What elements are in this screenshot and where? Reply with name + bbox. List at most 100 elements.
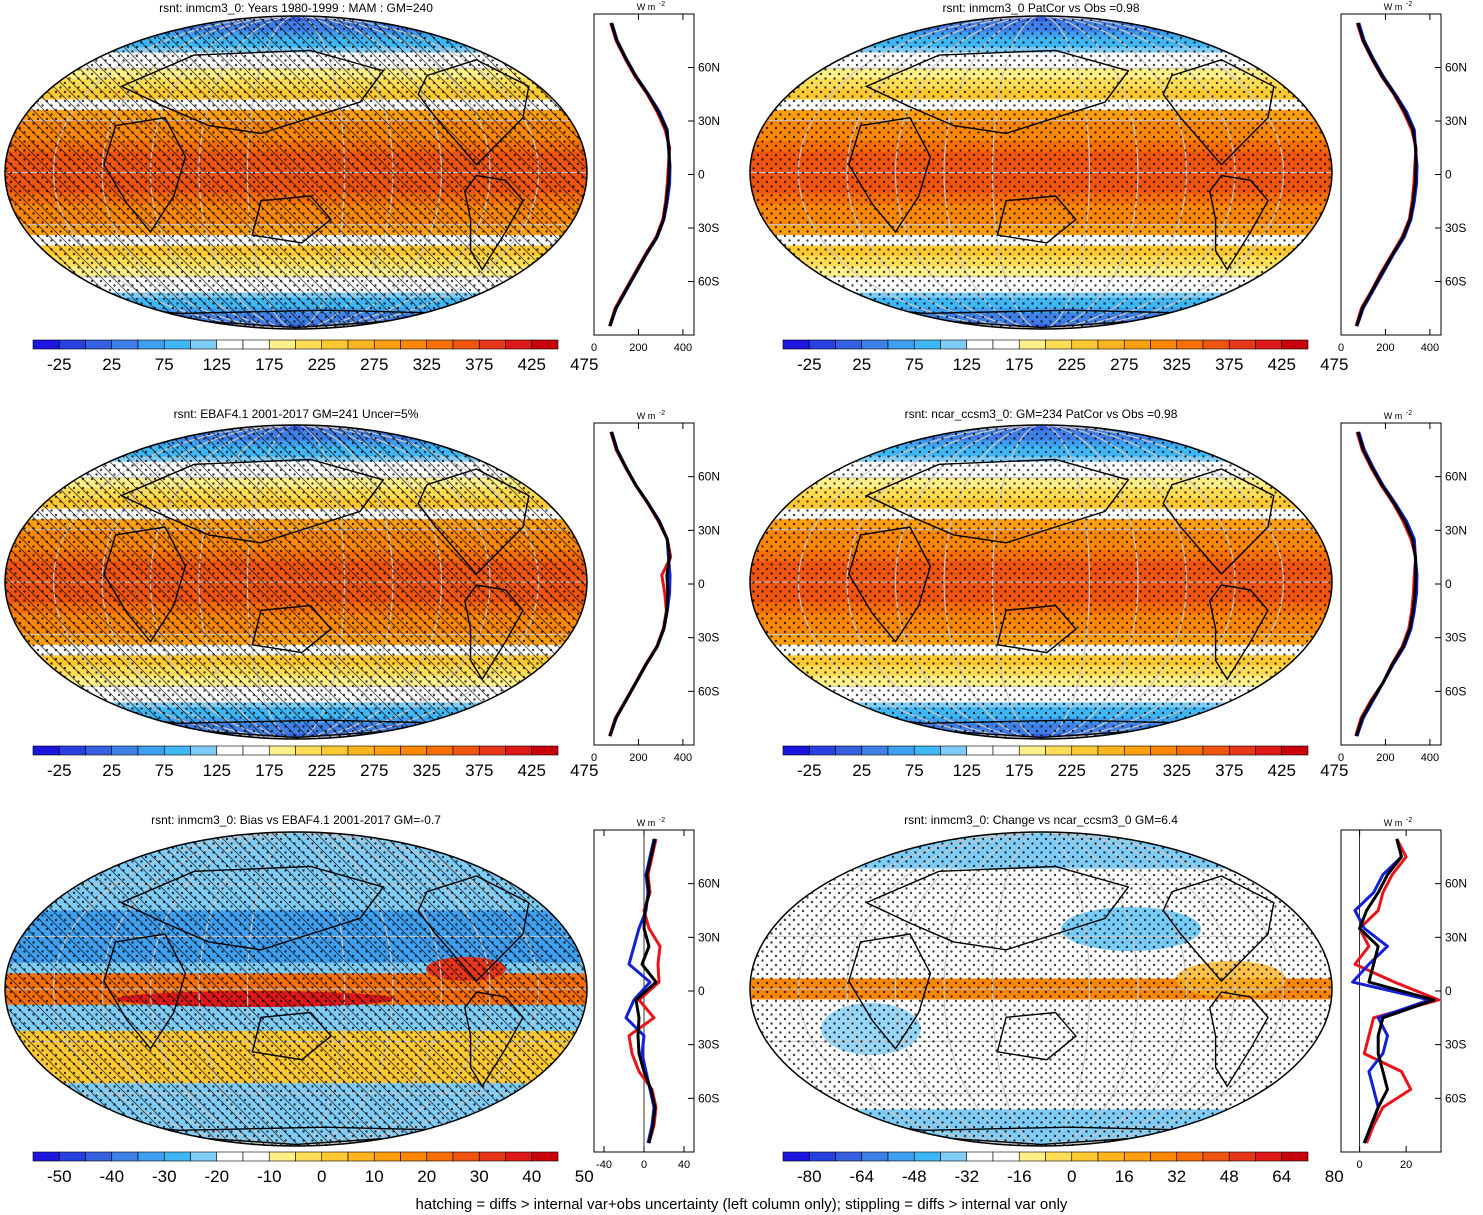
colorbar-swatch — [85, 1151, 113, 1162]
profile-unit-exponent: -2 — [659, 410, 665, 417]
colorbar-swatch — [1150, 745, 1178, 756]
colorbar-swatch — [1045, 745, 1073, 756]
colorbar-swatch — [1228, 745, 1256, 756]
figure-footer: hatching = diffs > internal var+obs unce… — [415, 1196, 1068, 1213]
colorbar-label: 32 — [1167, 1167, 1186, 1186]
colorbar-label: 30 — [470, 1167, 489, 1186]
colorbar-swatch — [861, 1151, 889, 1162]
colorbar-label: 375 — [1215, 761, 1243, 780]
colorbar-label: -25 — [797, 355, 822, 374]
profile-unit-exponent: -2 — [659, 817, 665, 824]
colorbar-label: 375 — [465, 355, 493, 374]
map-field — [5, 16, 587, 329]
colorbar-label: 20 — [417, 1167, 436, 1186]
colorbar-swatch — [531, 339, 559, 350]
colorbar-swatch — [1202, 1151, 1230, 1162]
profile-line-mean — [1354, 431, 1418, 737]
stippling-overlay — [750, 16, 1332, 329]
colorbar-swatch — [835, 1151, 863, 1162]
colorbar-swatch — [1255, 339, 1283, 350]
colorbar-swatch — [452, 339, 480, 350]
profile-line-obs — [1351, 838, 1431, 1144]
profile-unit-label: W m — [1384, 818, 1403, 828]
colorbar-swatch — [1071, 339, 1099, 350]
colorbar-swatch — [295, 1151, 323, 1162]
colorbar-label: 125 — [953, 355, 981, 374]
profile-line-model — [1353, 838, 1441, 1144]
profile-lat-label: 60S — [698, 1091, 719, 1105]
colorbar-swatch — [1202, 339, 1230, 350]
colorbar-swatch — [1123, 745, 1151, 756]
colorbar-swatch — [321, 339, 349, 350]
profile-line-mean — [608, 22, 671, 327]
profile-lat-label: 30S — [698, 221, 719, 235]
colorbar-swatch — [1281, 745, 1309, 756]
profile-unit-label: W m — [637, 818, 656, 828]
colorbar-swatch — [808, 745, 836, 756]
colorbar-swatch — [1071, 1151, 1099, 1162]
colorbar-swatch — [835, 339, 863, 350]
hatching-overlay — [5, 16, 587, 329]
colorbar-label: 25 — [102, 355, 121, 374]
colorbar-swatch — [913, 339, 941, 350]
colorbar-label: 325 — [413, 355, 441, 374]
colorbar-swatch — [1045, 1151, 1073, 1162]
colorbar-label: -50 — [47, 1167, 72, 1186]
profile-line-mean — [1355, 22, 1418, 327]
profile-lat-label: 0 — [698, 984, 705, 998]
profile-unit-exponent: -2 — [659, 1, 665, 8]
colorbar-swatch — [1097, 745, 1125, 756]
colorbar-label: 475 — [570, 355, 598, 374]
stippling-overlay — [750, 832, 1332, 1146]
map-field — [750, 832, 1332, 1146]
panel-title: rsnt: inmcm3_0 PatCor vs Obs =0.98 — [942, 1, 1139, 15]
colorbar-swatch — [1018, 339, 1046, 350]
colorbar-swatch — [782, 745, 810, 756]
colorbar-label: -64 — [849, 1167, 874, 1186]
colorbar-label: 425 — [1268, 355, 1296, 374]
colorbar-swatch — [505, 1151, 533, 1162]
colorbar-label: -80 — [797, 1167, 822, 1186]
colorbar-label: 275 — [360, 761, 388, 780]
profile-lat-label: 30N — [698, 930, 720, 944]
profile-lat-label: 30S — [1445, 631, 1466, 645]
colorbar-label: 275 — [1110, 355, 1138, 374]
profile-lat-label: 60S — [1445, 684, 1466, 698]
colorbar-swatch — [966, 339, 994, 350]
profile-lat-label: 0 — [1445, 168, 1452, 182]
colorbar-swatch — [163, 1151, 191, 1162]
colorbar-swatch — [1097, 1151, 1125, 1162]
panel-title: rsnt: EBAF4.1 2001-2017 GM=241 Uncer=5% — [174, 407, 419, 421]
colorbar-swatch — [58, 339, 86, 350]
profile-x-label: 400 — [1421, 342, 1439, 354]
colorbar-swatch — [32, 339, 60, 350]
hatching-overlay — [5, 832, 587, 1146]
colorbar-swatch — [1176, 745, 1204, 756]
panel-title: rsnt: inmcm3_0: Years 1980-1999 : MAM : … — [159, 1, 433, 15]
colorbar-swatch — [373, 1151, 401, 1162]
colorbar-label: 125 — [203, 355, 231, 374]
profile-lat-label: 60N — [1445, 877, 1467, 891]
colorbar-swatch — [347, 745, 375, 756]
profile-x-label: 0 — [641, 1159, 647, 1171]
profile-lat-label: 0 — [1445, 984, 1452, 998]
profile-lat-label: 30N — [1445, 114, 1467, 128]
colorbar-swatch — [1097, 339, 1125, 350]
profile-x-label: 400 — [674, 342, 692, 354]
colorbar-swatch — [321, 745, 349, 756]
colorbar-swatch — [268, 745, 296, 756]
profile-lat-label: 0 — [1445, 577, 1452, 591]
colorbar-label: 0 — [317, 1167, 326, 1186]
colorbar-swatch — [242, 1151, 270, 1162]
profile-lat-label: 0 — [698, 577, 705, 591]
profile-x-label: 40 — [678, 1159, 690, 1171]
colorbar-label: -25 — [797, 761, 822, 780]
colorbar-swatch — [400, 339, 428, 350]
colorbar-swatch — [137, 339, 165, 350]
colorbar-swatch — [1071, 745, 1099, 756]
profile-unit-exponent: -2 — [1406, 410, 1412, 417]
colorbar-swatch — [58, 745, 86, 756]
colorbar-label: 325 — [413, 761, 441, 780]
colorbar-swatch — [1045, 339, 1073, 350]
colorbar-swatch — [1281, 1151, 1309, 1162]
